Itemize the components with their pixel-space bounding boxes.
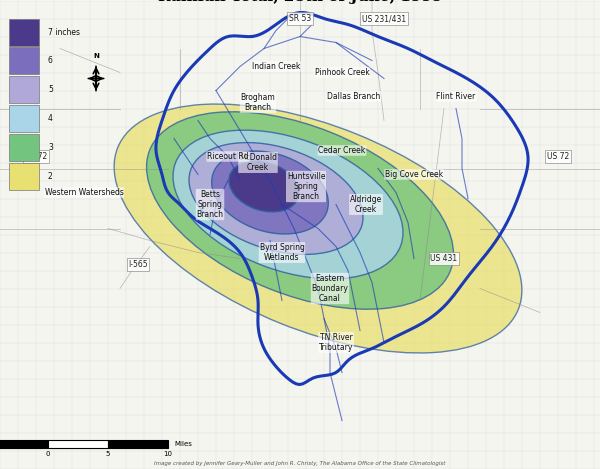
Text: I-565: I-565 <box>128 260 148 269</box>
Text: 0: 0 <box>46 451 50 456</box>
Text: Byrd Spring
Wetlands: Byrd Spring Wetlands <box>260 243 304 262</box>
Text: Betts
Spring
Branch: Betts Spring Branch <box>197 189 223 219</box>
Ellipse shape <box>229 161 299 212</box>
Text: Pinhook Creek: Pinhook Creek <box>314 68 370 77</box>
Bar <box>9 47 39 74</box>
Text: Western Watersheds: Western Watersheds <box>44 188 124 197</box>
Text: Miles: Miles <box>174 441 192 447</box>
Text: Flint River: Flint River <box>436 92 476 101</box>
Text: Big Cove Creek: Big Cove Creek <box>385 170 443 179</box>
Text: 5: 5 <box>106 451 110 456</box>
Text: 7 inches: 7 inches <box>48 28 80 37</box>
Text: US 231/431: US 231/431 <box>362 14 406 23</box>
Text: Midnight to 6:00 A.M.
Rainfall Total, 28th of June, 1999: Midnight to 6:00 A.M. Rainfall Total, 28… <box>158 0 442 3</box>
Bar <box>9 76 39 103</box>
Text: Huntsville
Spring
Branch: Huntsville Spring Branch <box>287 172 325 201</box>
Text: Riceout Rd: Riceout Rd <box>207 152 249 161</box>
Text: N: N <box>93 53 99 59</box>
Bar <box>48 440 108 447</box>
Ellipse shape <box>146 112 454 309</box>
Text: 10: 10 <box>163 451 173 456</box>
Ellipse shape <box>212 151 328 234</box>
Bar <box>9 18 39 45</box>
Text: Dallas Branch: Dallas Branch <box>328 92 380 101</box>
Text: SR 53: SR 53 <box>289 14 311 23</box>
Text: 6: 6 <box>48 56 53 65</box>
Text: McDonald
Creek: McDonald Creek <box>239 153 277 172</box>
Text: 5: 5 <box>48 85 53 94</box>
Ellipse shape <box>114 104 522 353</box>
Text: US 431: US 431 <box>430 254 458 263</box>
Text: Image created by Jennifer Geary-Muller and John R. Christy, The Alabama Office o: Image created by Jennifer Geary-Muller a… <box>154 461 446 466</box>
Text: 4: 4 <box>48 114 53 123</box>
Text: Cedar Creek: Cedar Creek <box>319 146 365 155</box>
Text: 2: 2 <box>48 172 53 181</box>
Text: US 72: US 72 <box>547 152 569 161</box>
Bar <box>9 162 39 189</box>
Ellipse shape <box>173 130 403 279</box>
Bar <box>108 440 168 447</box>
Bar <box>9 105 39 132</box>
Text: Aldridge
Creek: Aldridge Creek <box>350 195 382 214</box>
Text: Brogham
Branch: Brogham Branch <box>241 93 275 112</box>
Text: US 72: US 72 <box>25 152 47 161</box>
Ellipse shape <box>189 143 363 254</box>
Text: Indian Creek: Indian Creek <box>252 62 300 71</box>
Text: 3: 3 <box>48 143 53 151</box>
Bar <box>0 440 48 447</box>
Bar <box>9 134 39 161</box>
Text: Eastern
Boundary
Canal: Eastern Boundary Canal <box>311 273 349 303</box>
Text: TN River
Tributary: TN River Tributary <box>319 333 353 352</box>
